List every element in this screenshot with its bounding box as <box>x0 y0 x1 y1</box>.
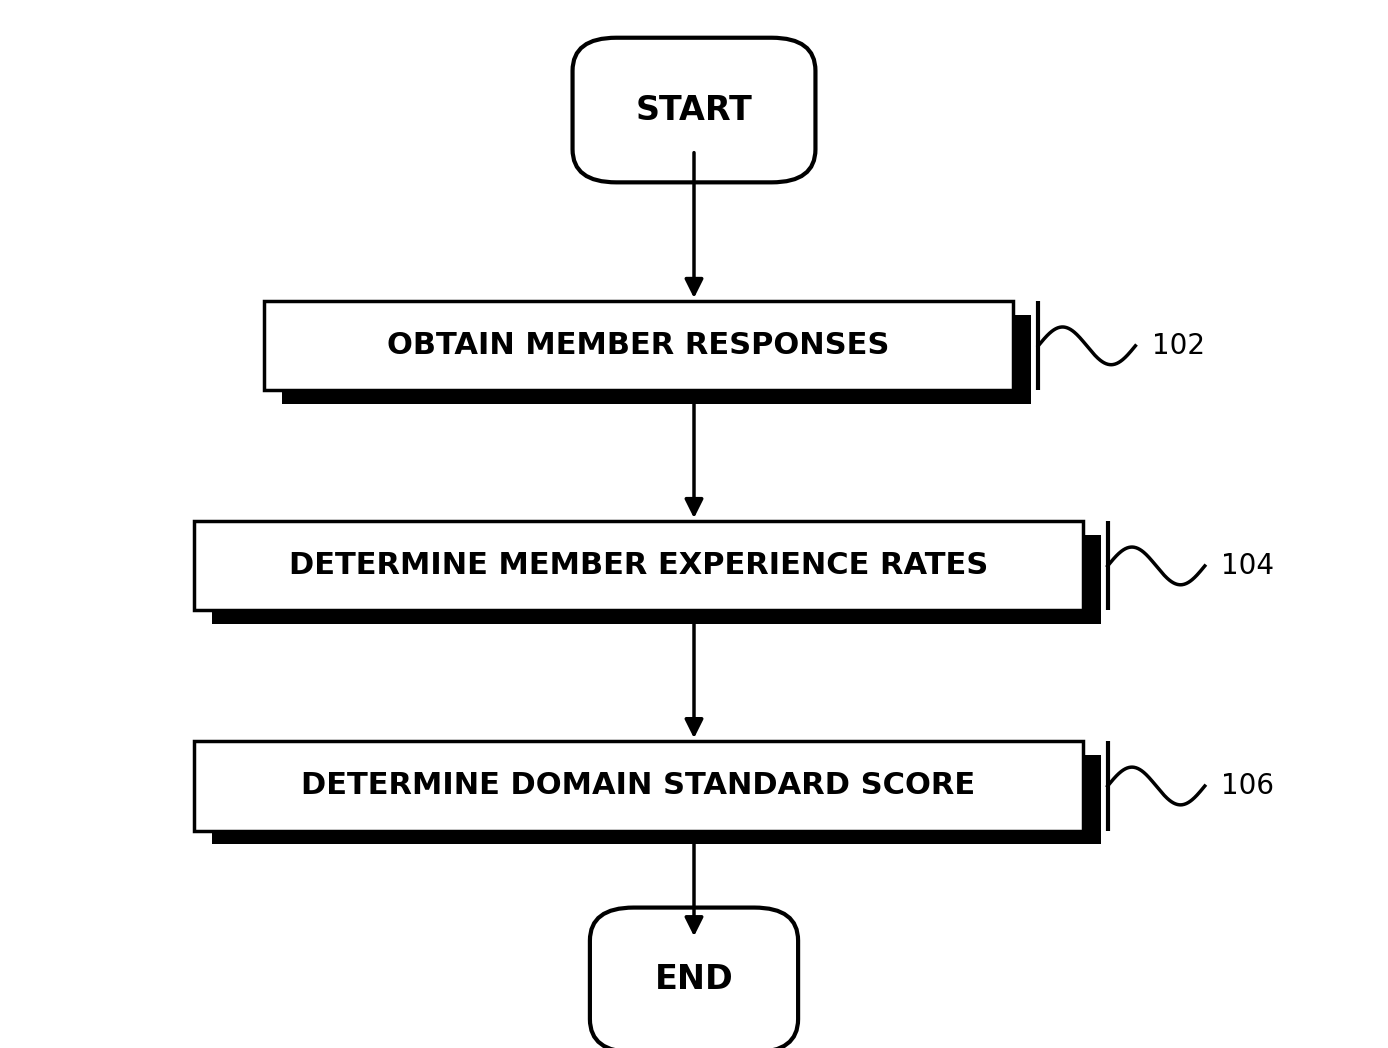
FancyBboxPatch shape <box>194 742 1083 830</box>
FancyBboxPatch shape <box>572 38 815 182</box>
Text: 104: 104 <box>1221 552 1274 580</box>
FancyBboxPatch shape <box>264 302 1013 391</box>
Text: 102: 102 <box>1152 332 1205 359</box>
FancyBboxPatch shape <box>212 534 1101 624</box>
Text: 106: 106 <box>1221 772 1274 800</box>
Text: OBTAIN MEMBER RESPONSES: OBTAIN MEMBER RESPONSES <box>387 331 890 361</box>
FancyBboxPatch shape <box>590 908 798 1048</box>
FancyBboxPatch shape <box>194 522 1083 610</box>
Text: END: END <box>655 963 733 997</box>
Text: DETERMINE MEMBER EXPERIENCE RATES: DETERMINE MEMBER EXPERIENCE RATES <box>289 551 988 581</box>
FancyBboxPatch shape <box>212 755 1101 845</box>
Text: START: START <box>636 93 752 127</box>
FancyBboxPatch shape <box>282 314 1031 403</box>
Text: DETERMINE DOMAIN STANDARD SCORE: DETERMINE DOMAIN STANDARD SCORE <box>301 771 976 801</box>
